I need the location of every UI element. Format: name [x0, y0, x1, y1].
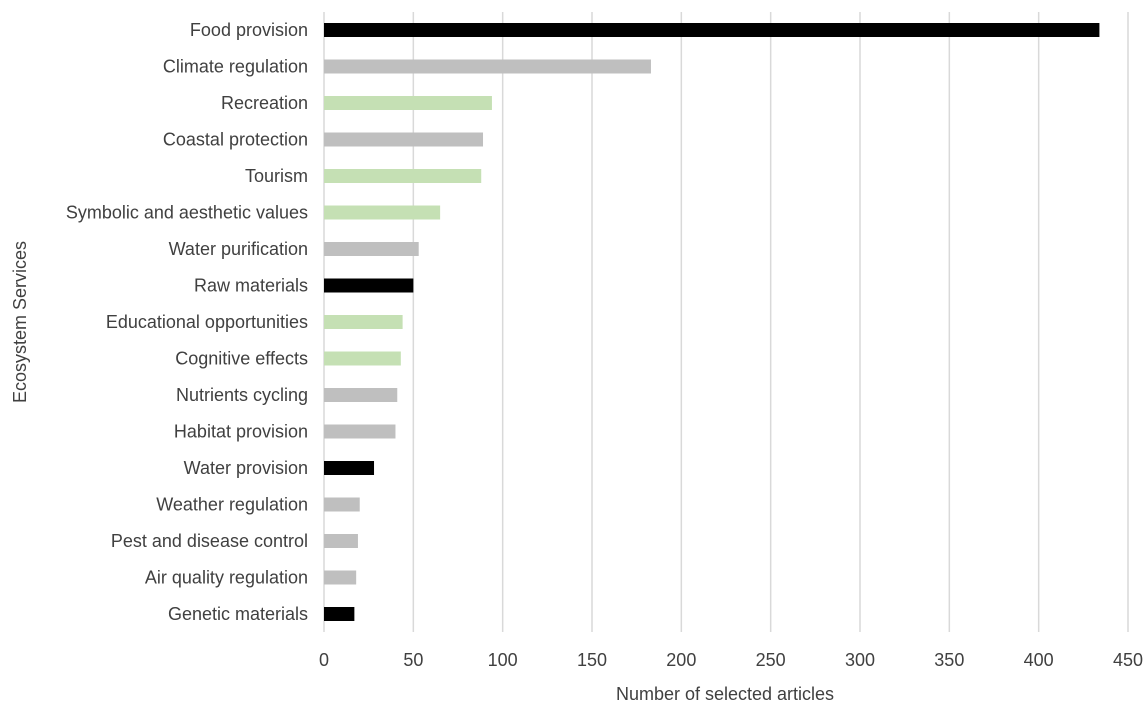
bar	[324, 278, 414, 293]
x-tick-label: 150	[577, 650, 607, 670]
category-label: Educational opportunities	[106, 312, 308, 332]
x-tick-label: 0	[319, 650, 329, 670]
bar	[324, 315, 403, 329]
bar	[324, 242, 419, 256]
category-label: Water purification	[169, 239, 308, 259]
bar	[324, 497, 360, 512]
x-tick-label: 250	[756, 650, 786, 670]
bar	[324, 388, 398, 402]
bar	[324, 607, 355, 621]
bar	[324, 169, 482, 183]
x-tick-label: 50	[403, 650, 423, 670]
category-label: Water provision	[184, 458, 308, 478]
gridlines	[323, 12, 1129, 632]
x-axis-title: Number of selected articles	[616, 684, 834, 704]
category-label: Food provision	[190, 20, 308, 40]
y-axis-title: Ecosystem Services	[10, 241, 30, 403]
bar	[324, 351, 401, 366]
bar	[324, 424, 396, 439]
category-label: Pest and disease control	[111, 531, 308, 551]
bar	[324, 205, 441, 220]
category-label: Coastal protection	[163, 130, 308, 150]
x-tick-labels: 0 50 100 150 200 250 300 350 400 450	[319, 650, 1143, 670]
bar	[324, 570, 357, 585]
category-labels: Food provision Climate regulation Recreati…	[66, 20, 308, 624]
category-label: Air quality regulation	[145, 568, 308, 588]
bar	[324, 59, 651, 74]
category-label: Weather regulation	[156, 495, 308, 515]
x-tick-label: 450	[1113, 650, 1143, 670]
category-label: Climate regulation	[163, 57, 308, 77]
category-label: Nutrients cycling	[176, 385, 308, 405]
category-label: Genetic materials	[168, 604, 308, 624]
category-label: Symbolic and aesthetic values	[66, 203, 308, 223]
x-tick-label: 100	[488, 650, 518, 670]
category-label: Recreation	[221, 93, 308, 113]
bar	[324, 534, 358, 548]
category-label: Raw materials	[194, 276, 308, 296]
x-tick-label: 400	[1024, 650, 1054, 670]
bars	[324, 23, 1100, 621]
category-label: Habitat provision	[174, 422, 308, 442]
category-label: Tourism	[245, 166, 308, 186]
bar	[324, 96, 492, 110]
bar	[324, 23, 1100, 37]
bar	[324, 132, 484, 147]
bar	[324, 461, 375, 475]
category-label: Cognitive effects	[175, 349, 308, 369]
x-tick-label: 300	[845, 650, 875, 670]
x-tick-label: 350	[934, 650, 964, 670]
x-tick-label: 200	[666, 650, 696, 670]
